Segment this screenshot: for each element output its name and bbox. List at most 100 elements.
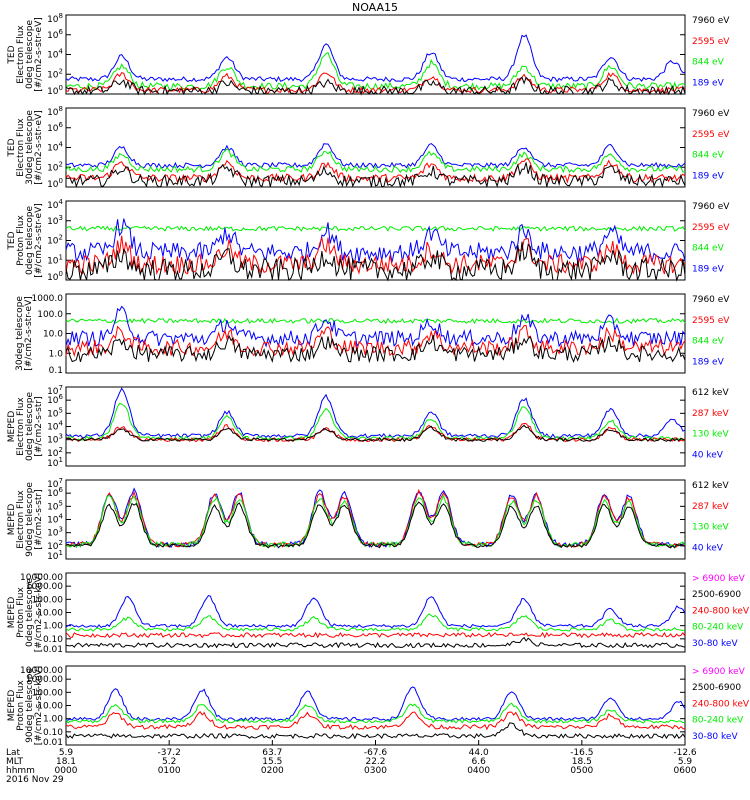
legend-entry: 2595 eV <box>692 130 730 140</box>
x-tick-label-hhmm: 0000 <box>55 766 78 776</box>
legend-entry: 7960 eV <box>692 16 730 26</box>
figure-title: NOAA15 <box>352 1 398 14</box>
legend-entry: 844 eV <box>692 151 725 161</box>
series-trace-blue <box>65 305 686 348</box>
panel-5: MEPED Electron Flux 0deg telescope [#/cm2-s… <box>7 384 729 469</box>
x-axis-labels: Lat 5.9 -37.2 63.7 -67.6 44.0 -16.5 -12.6 MLT 18.… <box>6 740 697 785</box>
series-trace-black <box>65 722 686 740</box>
legend-entry: 130 keV <box>692 523 729 533</box>
y-tick-label: 10.0 <box>43 330 63 340</box>
x-tick-label-lat: -16.5 <box>570 748 593 758</box>
y-tick-label: 104 <box>47 141 63 154</box>
y-axis-label: MEPED <box>7 597 17 629</box>
legend-entry: 844 eV <box>692 58 725 68</box>
y-axis-label: Proton Flux <box>16 215 26 266</box>
y-tick-label: 104 <box>47 513 63 526</box>
series-trace-green <box>65 494 686 549</box>
series-trace-blue <box>65 34 686 83</box>
series-trace-green <box>65 702 686 724</box>
series-trace-black <box>65 76 686 96</box>
x-tick-label-hhmm: 0300 <box>364 766 387 776</box>
series-trace-blue <box>65 487 686 549</box>
legend-entry: 40 keV <box>692 451 724 461</box>
y-axis-label: [#/cm2-s-str] <box>34 396 44 456</box>
y-axis-label: 0deg telescope <box>25 206 35 276</box>
y-tick-label: 103 <box>47 526 63 539</box>
x-tick-label-mlt: 15.5 <box>262 757 282 767</box>
y-tick-label: 104 <box>47 420 63 433</box>
series-trace-green <box>65 148 686 174</box>
y-tick-label: 0.01 <box>43 738 63 748</box>
y-tick-label: 100 <box>47 84 63 97</box>
y-axis-label: [#/cm2-s-str-eV] <box>34 110 44 185</box>
series-trace-red <box>65 711 686 731</box>
legend-entry: 612 keV <box>692 388 729 398</box>
series-trace-blue <box>65 387 686 439</box>
legend-entry: 7960 eV <box>692 295 730 305</box>
y-axis-label: Electron Flux <box>16 25 26 84</box>
x-tick-label-mlt: 22.2 <box>365 757 385 767</box>
x-tick-label-hhmm: 0500 <box>570 766 593 776</box>
x-tick-label-mlt: 18.5 <box>572 757 592 767</box>
y-tick-label: 102 <box>47 234 63 247</box>
legend-entry: 189 eV <box>692 79 725 89</box>
x-row-label: hhmm <box>6 766 35 776</box>
x-tick-label-lat: -37.2 <box>158 748 181 758</box>
y-axis-label: 0deg telescope <box>25 392 35 462</box>
x-tick-label-hhmm: 0600 <box>674 766 697 776</box>
panel-3: TED Proton Flux 0deg telescope [#/cm2-s-str… <box>7 198 730 283</box>
panel-frame <box>65 572 686 653</box>
y-axis-label: 90deg telescope <box>25 482 35 557</box>
series-trace-black <box>65 162 686 189</box>
x-tick-label-mlt: 18.1 <box>56 757 76 767</box>
x-tick-label-lat: 63.7 <box>262 748 282 758</box>
x-row-label: MLT <box>6 757 24 767</box>
panels-group: TED Electron Flux 0deg telescope [#/cm2-s-s… <box>7 12 750 748</box>
y-axis-label: 30deg telescope <box>25 110 35 185</box>
legend-entry: 7960 eV <box>692 202 730 212</box>
legend-entry: 612 keV <box>692 481 729 491</box>
y-tick-label: 10.00 <box>37 609 63 619</box>
x-tick-label-hhmm: 0200 <box>261 766 284 776</box>
y-axis-label: TED <box>7 231 17 250</box>
legend-entry: 7960 eV <box>692 109 730 119</box>
series-trace-black <box>65 334 686 364</box>
series-trace-black <box>65 241 686 282</box>
x-row-label: Lat <box>6 748 21 758</box>
y-axis-label: [#/cm2-s-str] <box>34 489 44 549</box>
legend-entry: 2595 eV <box>692 223 730 233</box>
legend-entry: 30-80 keV <box>692 639 738 649</box>
y-tick-label: 0.10 <box>43 635 63 645</box>
legend-entry: > 6900 keV <box>692 574 746 584</box>
legend-entry: 2595 eV <box>692 37 730 47</box>
y-axis-label: TED <box>7 45 17 64</box>
legend-entry: 240-800 keV <box>692 699 750 709</box>
y-tick-label: 10000.00 <box>20 573 63 583</box>
y-axis-label: MEPED <box>7 504 17 536</box>
legend-entry: 2500-6900 <box>692 590 741 600</box>
y-tick-label: 100.00 <box>32 595 64 605</box>
legend-entry: 130 keV <box>692 430 729 440</box>
y-tick-label: 1000.00 <box>26 582 63 592</box>
series-trace-green <box>65 317 686 325</box>
date-label: 2016 Nov 29 <box>6 775 64 785</box>
y-tick-label: 1.00 <box>43 715 63 725</box>
y-tick-label: 102 <box>47 67 63 80</box>
y-tick-label: 103 <box>47 433 63 446</box>
legend-entry: 80-240 keV <box>692 623 744 633</box>
y-tick-label: 0.01 <box>43 645 63 655</box>
x-tick-label-mlt: 5.2 <box>162 757 176 767</box>
series-trace-green <box>65 51 686 92</box>
y-axis-label: [#/cm2-s-str-eV] <box>34 203 44 278</box>
y-tick-label: 1000.00 <box>26 675 63 685</box>
y-tick-label: 100.00 <box>32 688 64 698</box>
legend-entry: 2595 eV <box>692 316 730 326</box>
y-axis-label: Electron Flux <box>16 397 26 456</box>
y-axis-label: TED <box>7 138 17 157</box>
y-tick-label: 105 <box>47 499 63 512</box>
panel-frame <box>65 14 686 95</box>
series-trace-blue <box>65 218 686 264</box>
series-trace-green <box>65 402 686 442</box>
legend-entry: 2500-6900 <box>692 683 741 693</box>
legend-entry: 80-240 keV <box>692 716 744 726</box>
